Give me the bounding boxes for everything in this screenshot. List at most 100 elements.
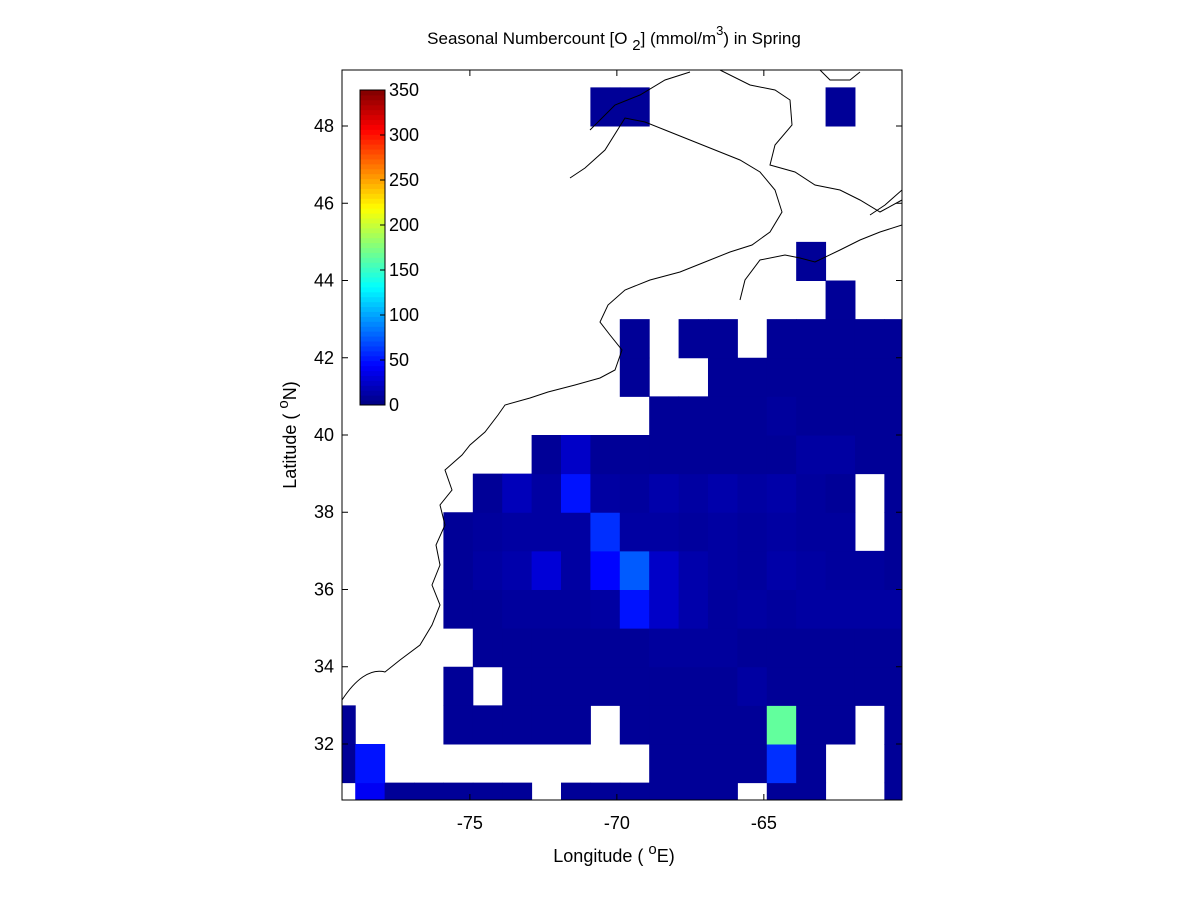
y-tick-label: 38 bbox=[314, 502, 334, 522]
cell bbox=[884, 589, 902, 629]
cell bbox=[531, 628, 562, 668]
y-tick-label: 46 bbox=[314, 193, 334, 213]
cell bbox=[531, 473, 562, 513]
cell bbox=[355, 743, 386, 784]
cell bbox=[678, 512, 709, 552]
cell bbox=[472, 550, 503, 590]
cell bbox=[825, 473, 856, 513]
cell bbox=[619, 357, 650, 397]
cell bbox=[619, 628, 650, 668]
colorbar-step bbox=[360, 281, 385, 288]
cell bbox=[649, 435, 680, 475]
cell bbox=[502, 782, 533, 800]
cell bbox=[796, 550, 827, 590]
cell bbox=[707, 550, 738, 590]
cell bbox=[796, 396, 827, 436]
colorbar-tick-label: 300 bbox=[389, 125, 419, 145]
y-tick-label: 44 bbox=[314, 271, 334, 291]
colorbar-step bbox=[360, 370, 385, 376]
cell bbox=[414, 782, 444, 800]
cell bbox=[737, 550, 768, 590]
cell bbox=[796, 512, 827, 552]
cell bbox=[678, 319, 709, 359]
cell bbox=[649, 396, 680, 436]
cell bbox=[884, 512, 902, 552]
cell bbox=[649, 743, 680, 784]
cell bbox=[884, 396, 902, 436]
cell bbox=[678, 473, 709, 513]
cell bbox=[443, 589, 474, 629]
cell bbox=[707, 319, 738, 359]
colorbar-step bbox=[360, 291, 385, 298]
cell bbox=[502, 473, 533, 513]
cell bbox=[472, 473, 503, 513]
cell bbox=[590, 628, 621, 668]
colorbar-step bbox=[360, 213, 385, 219]
cell bbox=[649, 589, 680, 629]
cell bbox=[619, 589, 650, 629]
colorbar-tick-label: 200 bbox=[389, 215, 419, 235]
cell bbox=[796, 705, 827, 745]
y-tick-label: 32 bbox=[314, 734, 334, 754]
cell bbox=[619, 87, 650, 127]
cell bbox=[737, 705, 768, 745]
cell bbox=[678, 782, 709, 800]
colorbar-step bbox=[360, 158, 385, 165]
colorbar-step bbox=[360, 331, 385, 337]
cell bbox=[619, 550, 650, 590]
cell bbox=[342, 705, 356, 745]
colorbar-step bbox=[360, 193, 385, 199]
cell bbox=[678, 743, 709, 784]
colorbar-step bbox=[360, 296, 385, 303]
cell bbox=[590, 666, 621, 706]
cell bbox=[707, 666, 738, 706]
colorbar-step bbox=[360, 247, 385, 253]
cell bbox=[531, 435, 562, 475]
colorbar-step bbox=[360, 217, 385, 224]
cell bbox=[561, 666, 591, 706]
cell bbox=[854, 628, 885, 668]
cell bbox=[825, 280, 856, 320]
cell bbox=[502, 705, 533, 745]
colorbar-step bbox=[360, 139, 385, 145]
cell bbox=[649, 628, 680, 668]
cell bbox=[825, 396, 856, 436]
colorbar-step bbox=[360, 360, 385, 367]
colorbar-step bbox=[360, 114, 385, 121]
cell bbox=[619, 666, 650, 706]
cell bbox=[825, 550, 856, 590]
colorbar-step bbox=[360, 365, 385, 372]
cell bbox=[531, 550, 562, 590]
cell bbox=[707, 396, 738, 436]
cell bbox=[854, 357, 885, 397]
cell bbox=[561, 589, 591, 629]
cell bbox=[707, 705, 738, 745]
colorbar-step bbox=[360, 380, 385, 386]
cell bbox=[766, 396, 797, 436]
colorbar-step bbox=[360, 326, 385, 332]
cell bbox=[649, 705, 680, 745]
colorbar-step bbox=[360, 400, 385, 406]
colorbar-step bbox=[360, 94, 385, 101]
cell bbox=[472, 705, 503, 745]
colorbar-step bbox=[360, 168, 385, 175]
colorbar-step bbox=[360, 153, 385, 160]
cell bbox=[678, 705, 709, 745]
cell bbox=[561, 550, 591, 590]
cell bbox=[678, 628, 709, 668]
cell bbox=[649, 666, 680, 706]
cell bbox=[443, 550, 474, 590]
colorbar-step bbox=[360, 99, 385, 106]
cell bbox=[619, 705, 650, 745]
cell bbox=[619, 435, 650, 475]
cell bbox=[678, 589, 709, 629]
cell bbox=[766, 782, 797, 800]
cell bbox=[796, 435, 827, 475]
cell bbox=[884, 705, 902, 745]
cell bbox=[707, 435, 738, 475]
cell bbox=[678, 550, 709, 590]
cell bbox=[825, 435, 856, 475]
cell bbox=[884, 357, 902, 397]
colorbar-step bbox=[360, 336, 385, 342]
